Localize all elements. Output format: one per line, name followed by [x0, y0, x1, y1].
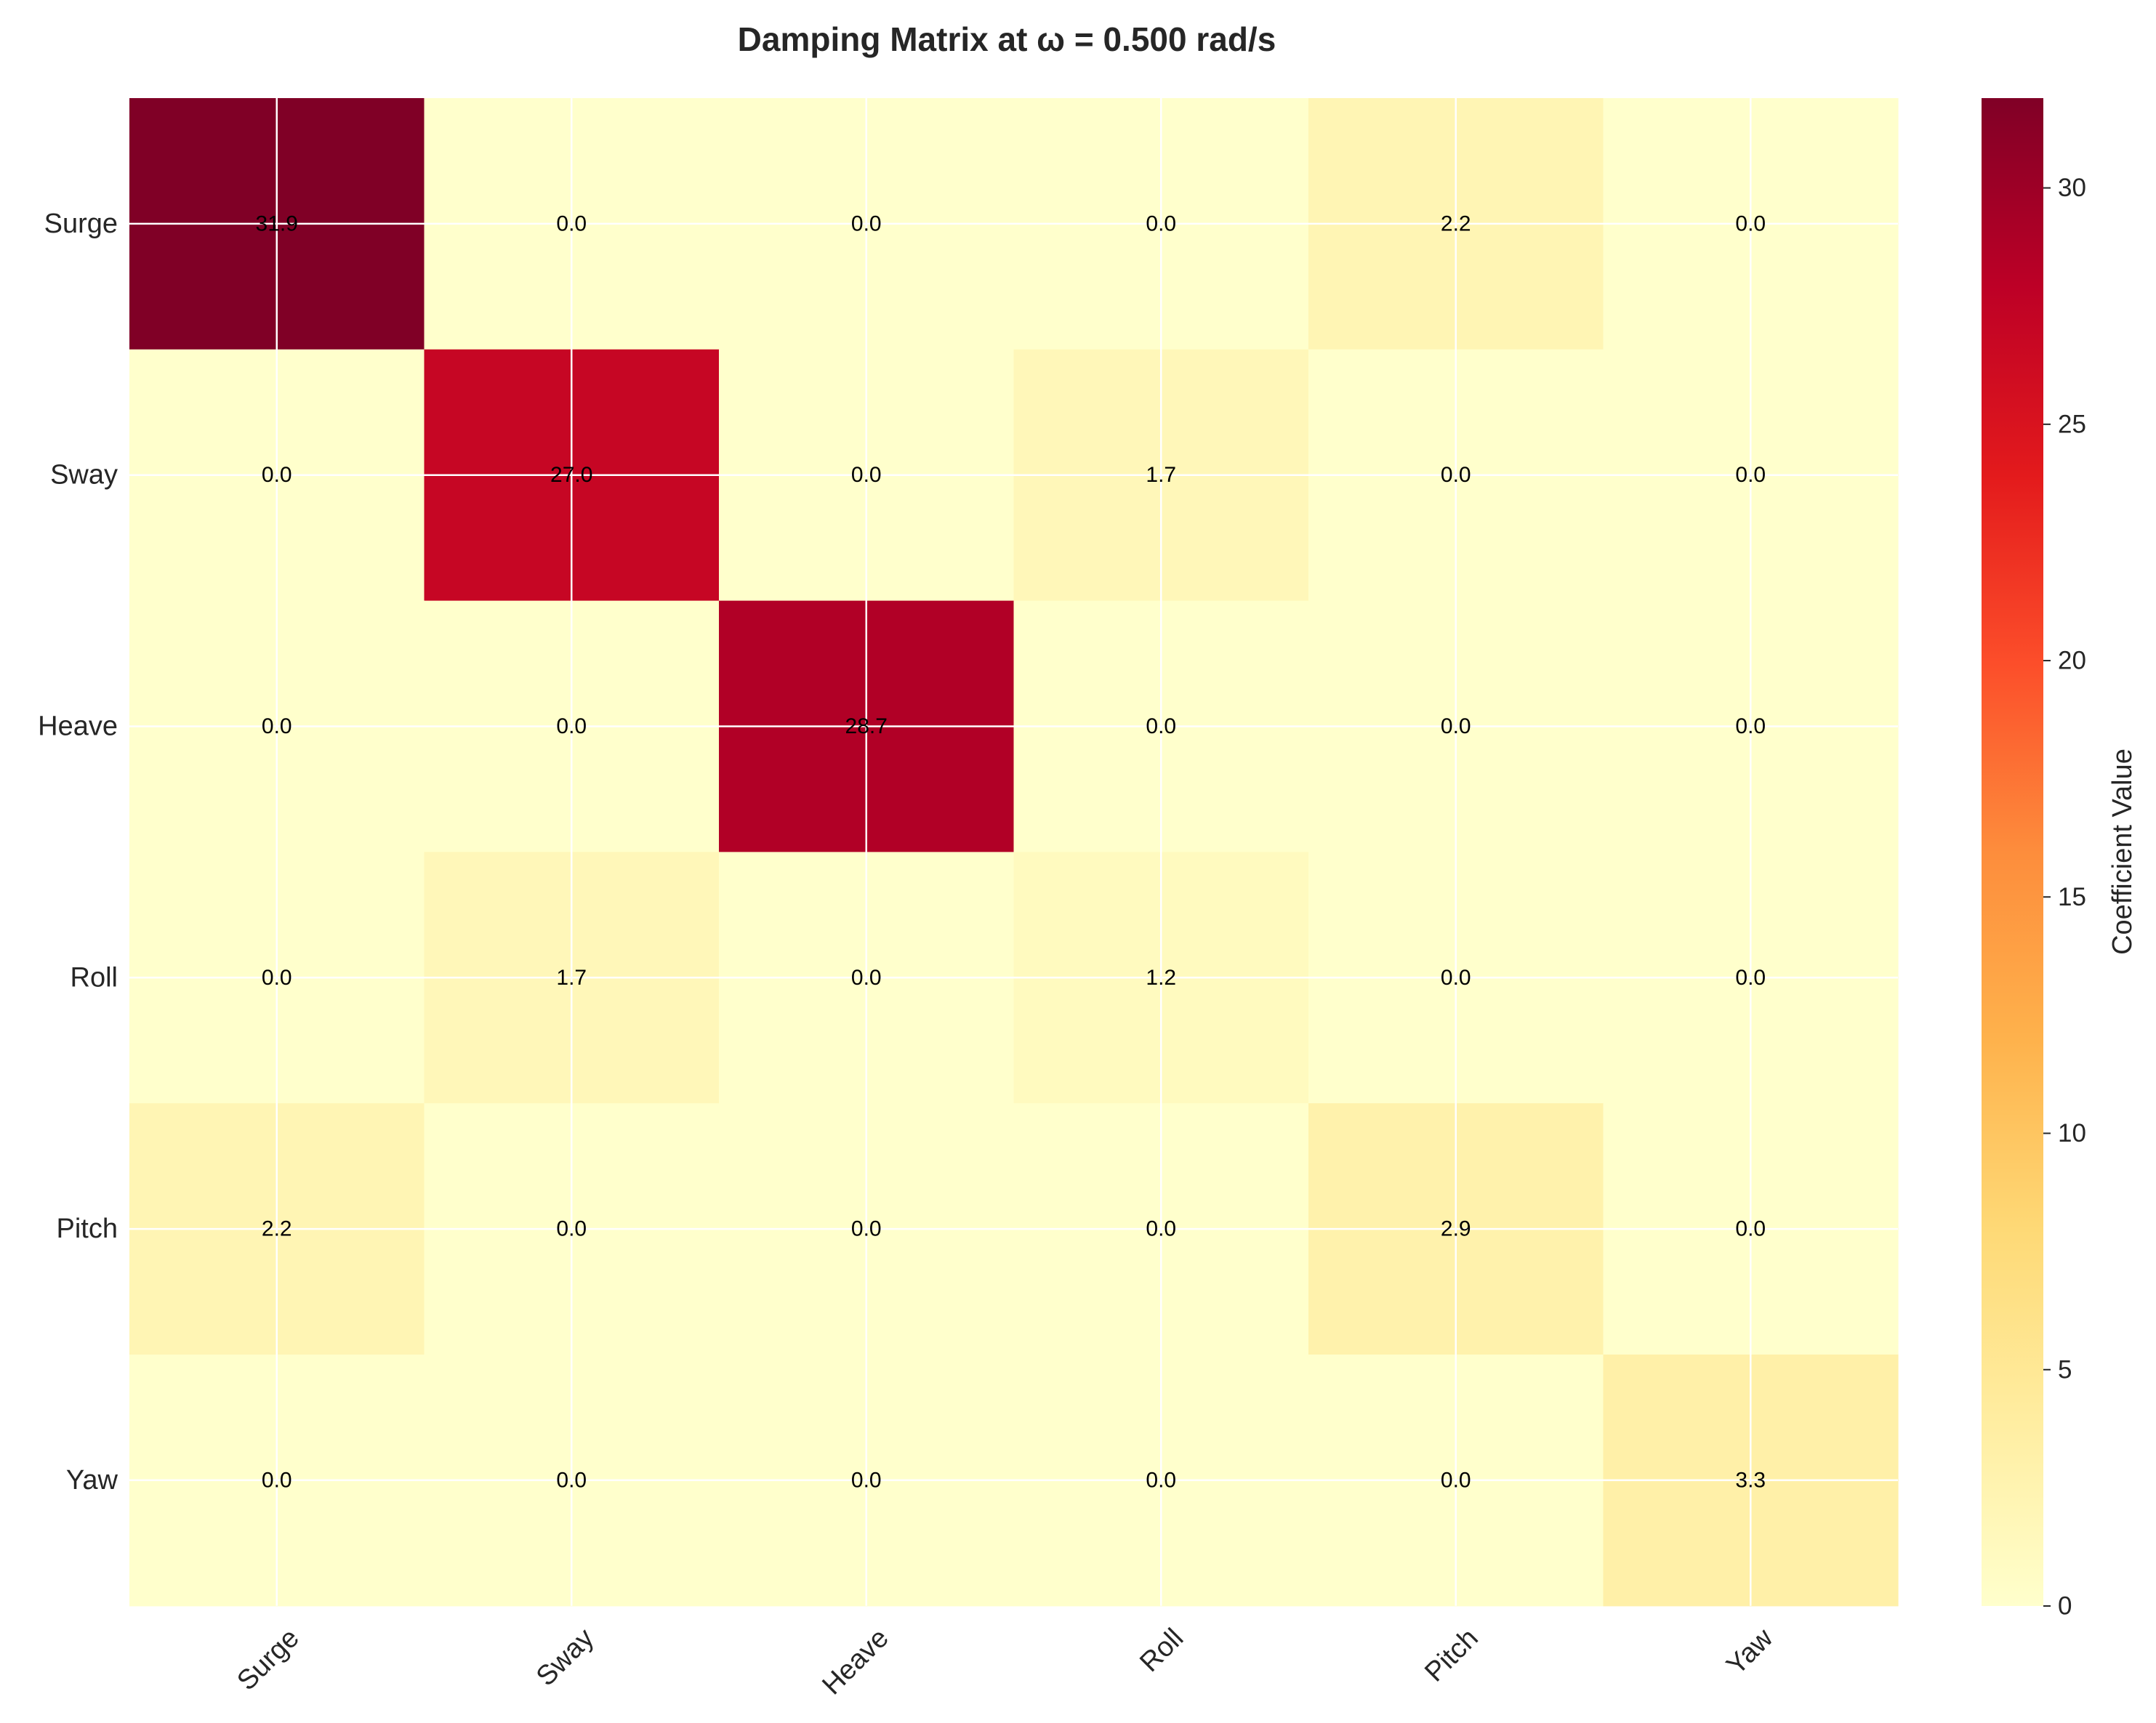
cell-value-label: 0.0	[1735, 1217, 1766, 1241]
colorbar-tick-label: 15	[2058, 883, 2086, 911]
cell-value-label: 0.0	[1441, 463, 1471, 487]
cell-value-label: 0.0	[1146, 1468, 1176, 1492]
cell-value-label: 0.0	[1146, 1217, 1176, 1241]
cell-value-label: 0.0	[262, 1468, 292, 1492]
colorbar-tick-label: 10	[2058, 1119, 2086, 1147]
cell-value-label: 0.0	[851, 463, 882, 487]
y-axis-tick-labels: Surge Sway Heave Roll Pitch Yaw	[38, 209, 118, 1496]
cell-value-label: 0.0	[1441, 966, 1471, 990]
x-tick-label: Yaw	[1721, 1623, 1779, 1681]
cell-value-label: 0.0	[262, 463, 292, 487]
cell-value-label: 0.0	[1735, 211, 1766, 235]
grid-lines	[129, 98, 1898, 1606]
cell-value-label: 31.9	[256, 211, 298, 235]
x-tick-label: Surge	[231, 1623, 305, 1696]
colorbar-tick-label: 0	[2058, 1592, 2072, 1621]
cell-value-label: 0.0	[1735, 463, 1766, 487]
y-tick-label: Yaw	[66, 1465, 118, 1496]
colorbar-tick-label: 20	[2058, 647, 2086, 675]
cell-value-label: 0.0	[851, 1468, 882, 1492]
cell-value-label: 0.0	[556, 1217, 587, 1241]
cell-value-label: 0.0	[262, 966, 292, 990]
y-tick-label: Surge	[44, 209, 118, 239]
cell-value-label: 0.0	[1146, 211, 1176, 235]
cell-value-label: 0.0	[851, 211, 882, 235]
cell-value-labels: 31.9 0.0 0.0 0.0 2.2 0.0 0.0 27.0 0.0 1.7 0.0 0.0 0.…	[256, 211, 1766, 1492]
cell-value-label: 0.0	[1146, 714, 1176, 738]
cell-value-label: 0.0	[1735, 966, 1766, 990]
cell-value-label: 0.0	[1441, 714, 1471, 738]
cell-value-label: 0.0	[851, 966, 882, 990]
heatmap-cells	[129, 98, 1899, 1607]
x-tick-label: Roll	[1134, 1623, 1189, 1678]
x-tick-label: Heave	[816, 1623, 894, 1700]
colorbar	[1982, 98, 2043, 1606]
x-tick-label: Sway	[531, 1623, 600, 1692]
cell-value-label: 3.3	[1735, 1468, 1766, 1492]
y-tick-label: Pitch	[57, 1214, 118, 1244]
cell-value-label: 2.2	[262, 1217, 292, 1241]
cell-value-label: 1.7	[1146, 463, 1176, 487]
cell-value-label: 1.2	[1146, 966, 1176, 990]
cell-value-label: 0.0	[851, 1217, 882, 1241]
y-tick-label: Heave	[38, 711, 118, 742]
colorbar-tick-labels: 0 5 10 15 20 25 30	[2043, 174, 2086, 1621]
y-tick-label: Roll	[71, 962, 118, 993]
cell-value-label: 0.0	[556, 1468, 587, 1492]
cell-value-label: 0.0	[1441, 1468, 1471, 1492]
cell-value-label: 0.0	[556, 211, 587, 235]
cell-value-label: 28.7	[845, 714, 888, 738]
chart-title: Damping Matrix at ω = 0.500 rad/s	[738, 20, 1276, 58]
cell-value-label: 0.0	[262, 714, 292, 738]
cell-value-label: 0.0	[1735, 714, 1766, 738]
colorbar-tick-label: 25	[2058, 410, 2086, 438]
colorbar-label: Coefficient Value	[2107, 748, 2138, 955]
cell-value-label: 2.2	[1441, 211, 1471, 235]
x-axis-tick-labels: Surge Sway Heave Roll Pitch Yaw	[231, 1623, 1779, 1701]
x-tick-label: Pitch	[1419, 1623, 1484, 1687]
cell-value-label: 2.9	[1441, 1217, 1471, 1241]
colorbar-tick-label: 30	[2058, 174, 2086, 202]
cell-value-label: 27.0	[550, 463, 592, 487]
y-tick-label: Sway	[50, 460, 118, 491]
cell-value-label: 0.0	[556, 714, 587, 738]
cell-value-label: 1.7	[556, 966, 587, 990]
colorbar-tick-label: 5	[2058, 1355, 2072, 1384]
